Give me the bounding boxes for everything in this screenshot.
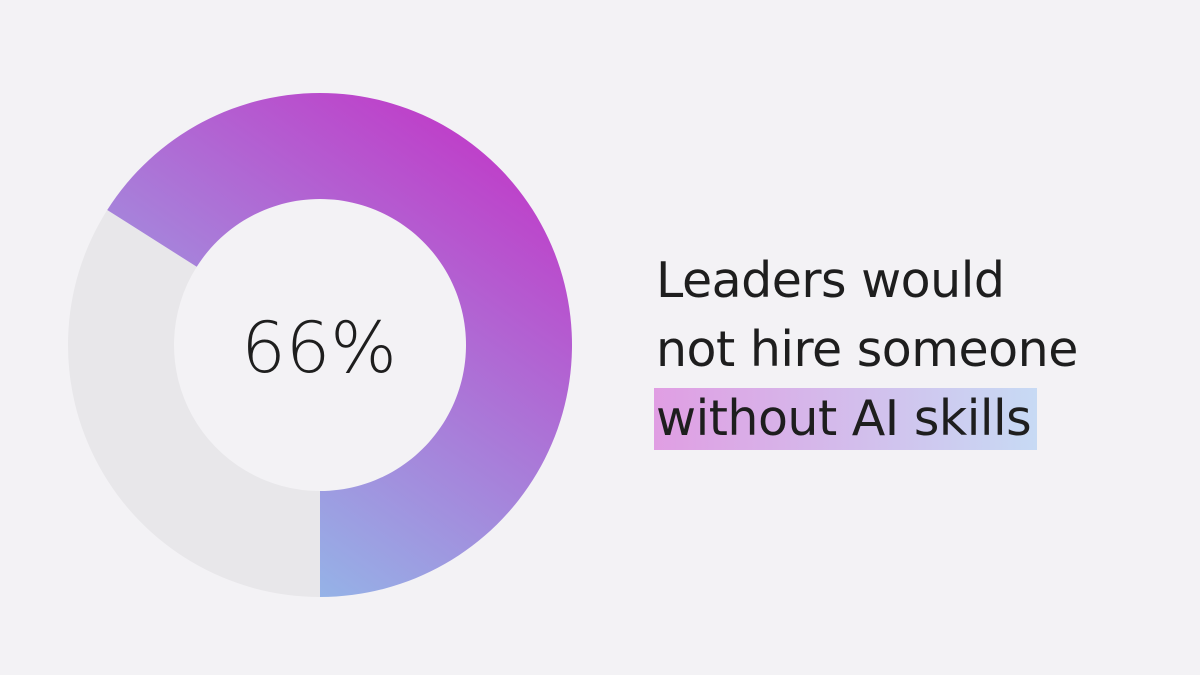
donut-slice-remainder — [68, 209, 321, 597]
caption-line-3-wrapper: without AI skills — [654, 384, 1078, 453]
caption-line-1: Leaders would — [656, 252, 1005, 309]
chart-caption: Leaders would not hire someone without A… — [654, 246, 1078, 453]
caption-line-2: not hire someone — [656, 321, 1078, 378]
caption-highlighted-text: without AI skills — [654, 388, 1038, 450]
donut-slices — [68, 93, 572, 598]
center-percentage-label: 66% — [241, 307, 397, 389]
donut-slice-value — [107, 93, 572, 598]
